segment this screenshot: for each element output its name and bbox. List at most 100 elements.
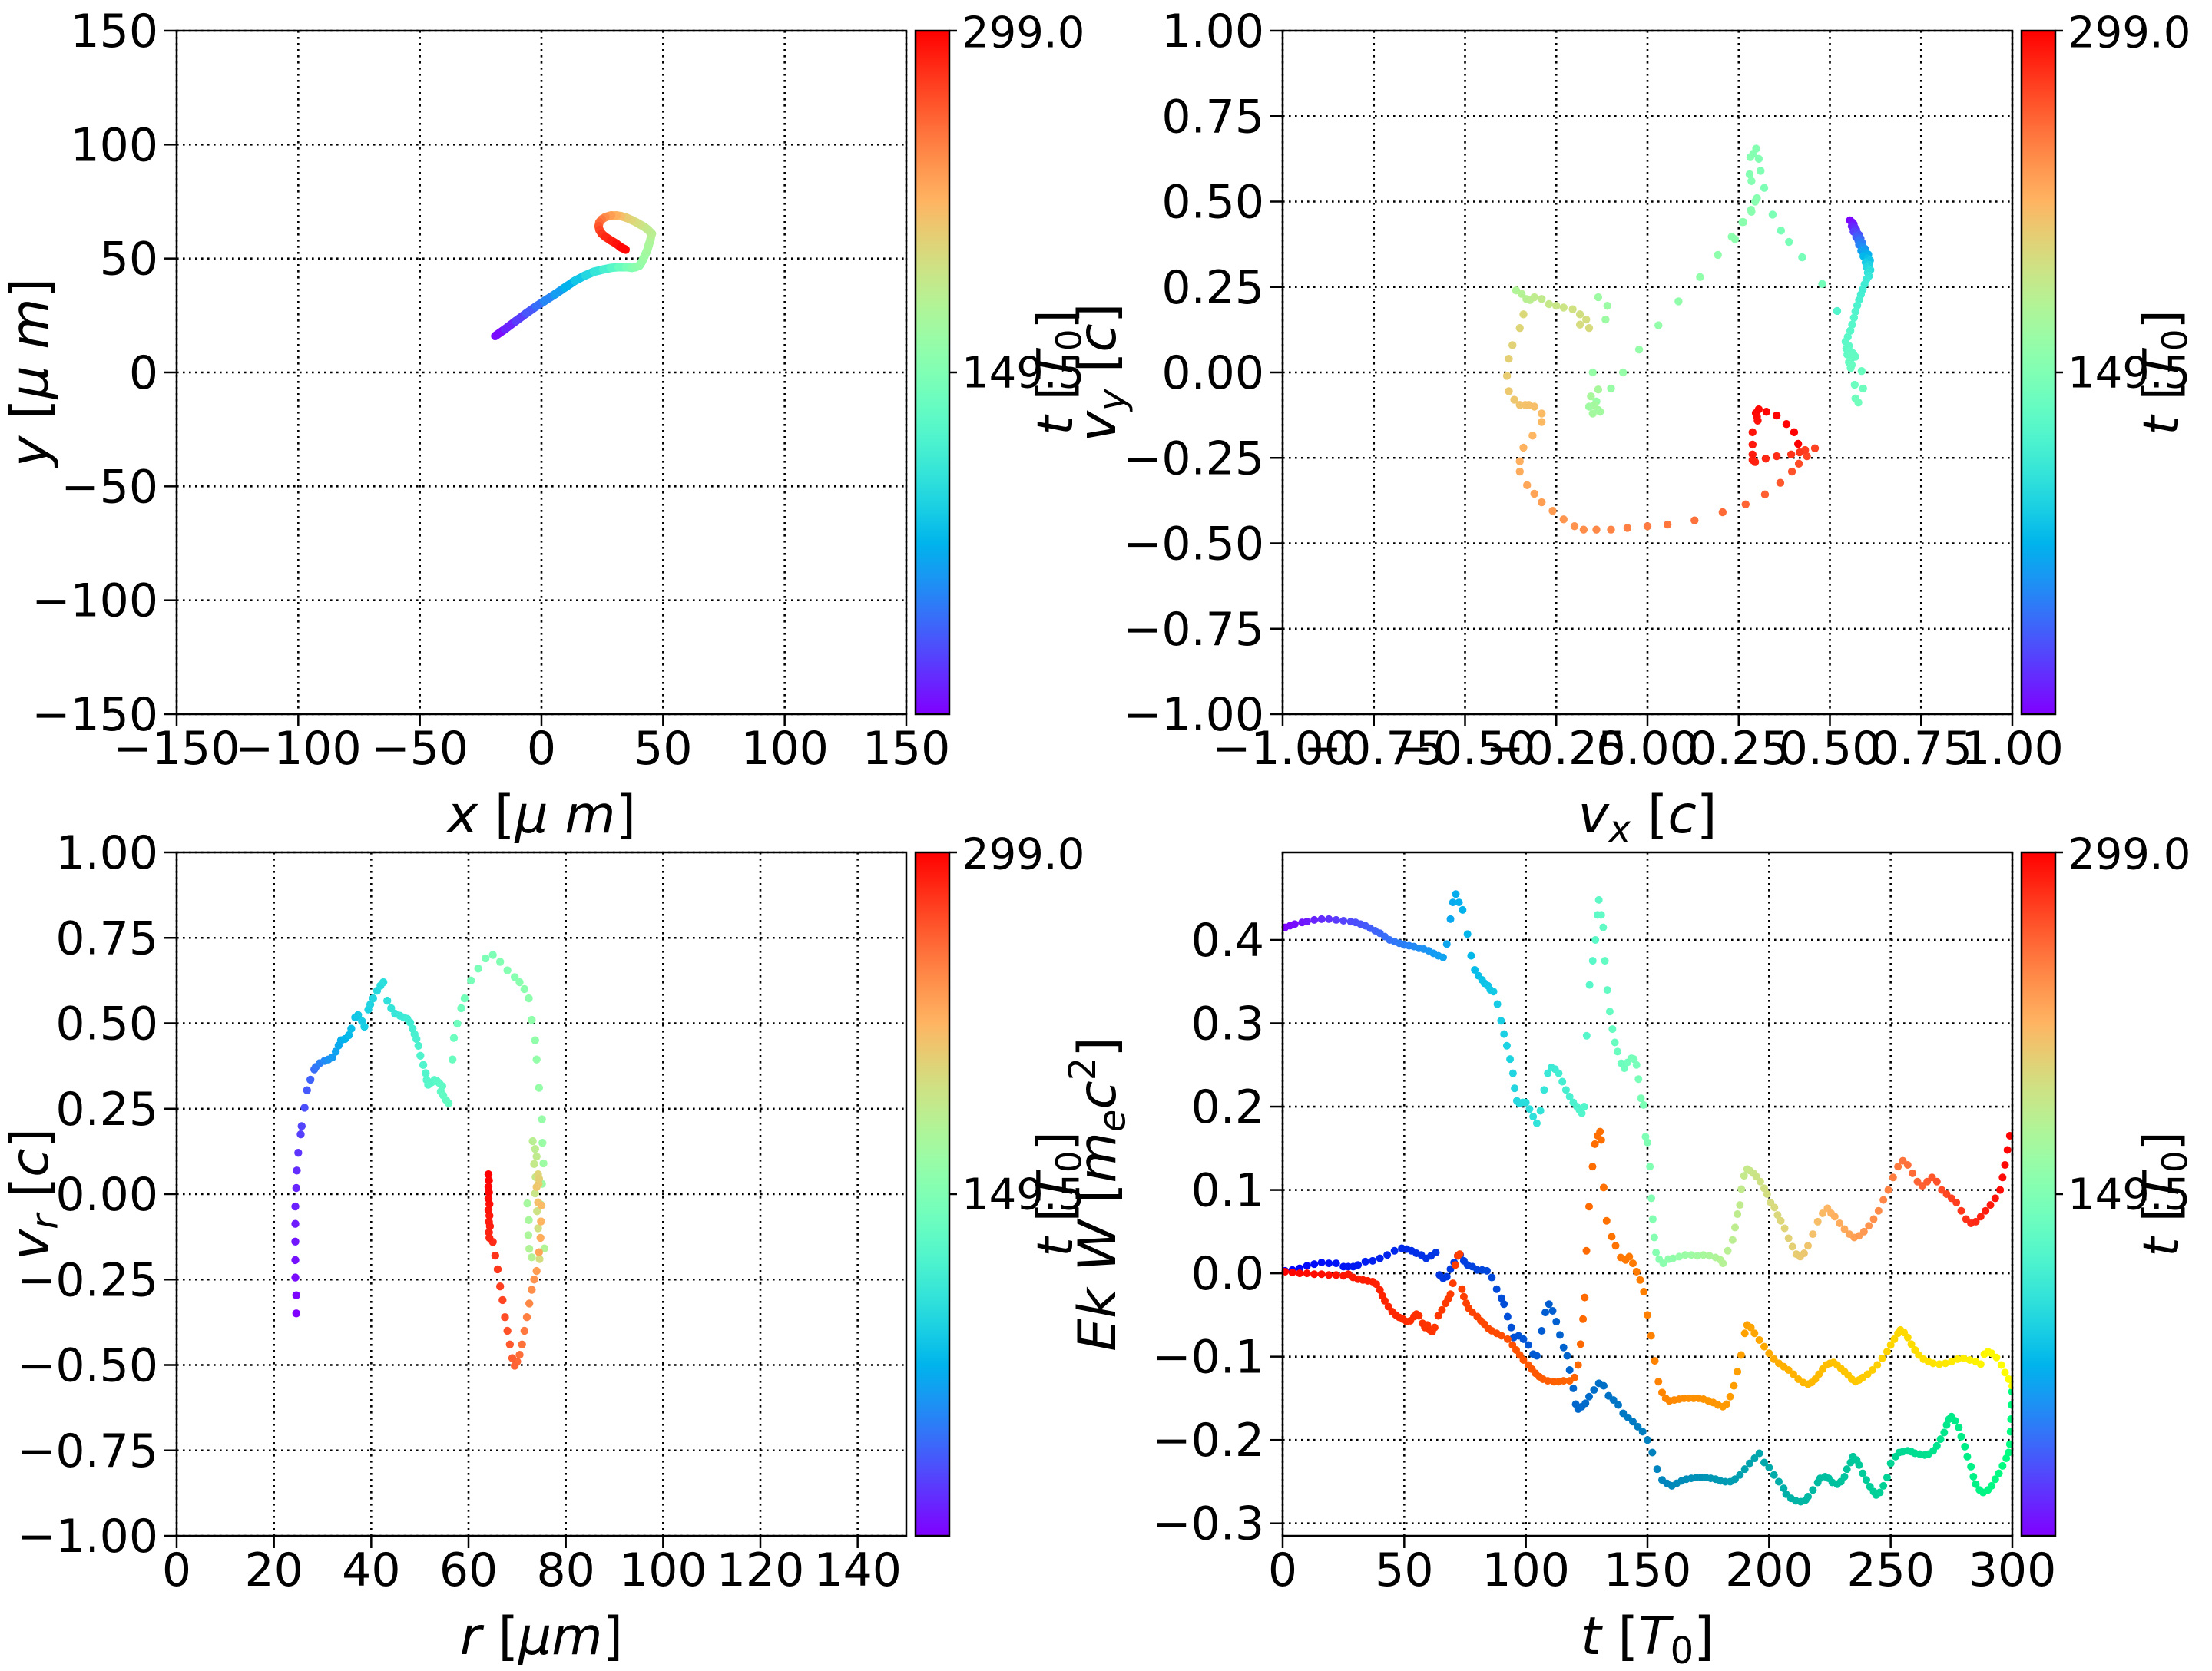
y-tick-label: −0.50 (1123, 518, 1264, 571)
y-tick-label: 0.50 (1161, 176, 1264, 230)
x-tick-label: 140 (813, 1544, 902, 1597)
y-tick-label: 0 (129, 346, 158, 400)
x-tick-label: 120 (717, 1544, 805, 1597)
ticks: 0 50 100 150 200 250 300 0.4 0.3 0.2 0.1 0.0 −0.1 −0.… (1152, 914, 2056, 1597)
x-tick-label: 100 (1482, 1544, 1570, 1597)
x-axis-label: r [μm] (460, 1606, 623, 1667)
y-tick-label: −0.1 (1152, 1331, 1264, 1385)
colorbar-label: t [T0] (1028, 1131, 1090, 1256)
axes-spines (1281, 851, 2014, 1537)
y-tick-label: −1.00 (1123, 688, 1264, 742)
series-W-winter (1282, 1244, 2013, 1506)
colorbar-tick-label: 299.0 (2068, 829, 2190, 879)
x-tick-label: −0.50 (1395, 722, 1536, 776)
colorbar-tick-label: 149.5 (962, 1170, 1084, 1220)
x-tick-label: 0.00 (1596, 722, 1699, 776)
y-tick-label: 0.4 (1191, 914, 1264, 968)
colorbar-tick-label: 299.0 (962, 8, 1084, 58)
y-axis-label: vy [c] (1068, 303, 1134, 442)
y-tick-label: 0.2 (1191, 1080, 1264, 1134)
y-tick-label: −0.25 (17, 1253, 158, 1307)
colorbar-tick-label: 149.5 (2068, 1170, 2190, 1220)
x-tick-label: 0 (162, 1544, 191, 1597)
series-group (491, 211, 657, 341)
y-tick-label: −100 (31, 574, 158, 628)
colorbar-tick-label: 149.5 (962, 349, 1084, 399)
colorbar: 299.0 149.5t [T0] (914, 829, 1090, 1537)
colorbar: 299.0 149.5t [T0] (2020, 8, 2196, 716)
axes-spines (175, 851, 908, 1537)
y-axis-label: vr [c] (0, 1128, 66, 1260)
y-tick-label: 0.75 (55, 912, 158, 965)
y-tick-label: 0.0 (1191, 1247, 1264, 1301)
colorbar-gradient (916, 31, 949, 714)
colorbar-tick-label: 149.5 (2068, 349, 2190, 399)
series-r-vr (291, 951, 548, 1370)
y-tick-label: −0.2 (1152, 1414, 1264, 1468)
x-tick-label: 1.00 (1961, 722, 2064, 776)
y-tick-label: −0.3 (1152, 1497, 1264, 1551)
y-tick-label: 0.1 (1191, 1164, 1264, 1218)
x-tick-label: 0 (1268, 1544, 1297, 1597)
series-group (291, 951, 548, 1370)
x-tick-label: −0.75 (1303, 722, 1445, 776)
colorbar-label: t [T0] (2134, 309, 2196, 435)
y-tick-label: −0.25 (1123, 432, 1264, 485)
y-tick-label: 1.00 (1161, 5, 1264, 58)
y-axis-label: Ek W [mec2] (1061, 1037, 1134, 1352)
series-vx-vy (1502, 144, 1875, 534)
series-group (1282, 890, 2013, 1506)
y-tick-label: 150 (70, 5, 158, 58)
series-trajectory (491, 211, 657, 341)
y-tick-label: 100 (70, 118, 158, 172)
y-axis-label: y [μ m] (0, 278, 61, 468)
x-tick-label: 150 (863, 722, 951, 776)
series-group (1502, 144, 1875, 534)
y-tick-label: 0.25 (1161, 261, 1264, 315)
panel-rvr: 0 20 40 60 80 100 120 140 1.00 0.75 0.50 0.25 0.00 −0… (0, 826, 908, 1667)
x-tick-label: −100 (235, 722, 362, 776)
colorbar: 299.0 149.5t [T0] (914, 8, 1090, 716)
y-tick-label: 0.00 (1161, 346, 1264, 400)
series-Ek (1282, 890, 2013, 1268)
x-tick-label: 100 (619, 1544, 707, 1597)
y-tick-label: 0.75 (1161, 90, 1264, 144)
y-tick-label: 0.25 (55, 1083, 158, 1137)
y-tick-label: 0.00 (55, 1168, 158, 1222)
x-tick-label: 80 (536, 1544, 594, 1597)
colorbar-gradient (916, 852, 949, 1536)
x-tick-label: 0.75 (1869, 722, 1972, 776)
x-axis-label: vx [c] (1578, 785, 1717, 851)
x-axis-label: t [T0] (1581, 1606, 1714, 1671)
panel-xy: −150−100 −50 0 50 100 150150100500−50−100−150… (0, 5, 950, 845)
x-tick-label: 300 (1969, 1544, 2057, 1597)
grid (175, 851, 906, 1537)
colorbar-tick-label: 299.0 (2068, 8, 2190, 58)
y-tick-label: −0.75 (17, 1424, 158, 1478)
x-tick-label: 200 (1725, 1544, 1813, 1597)
y-tick-label: 0.3 (1191, 998, 1264, 1051)
x-tick-label: 0.50 (1779, 722, 1882, 776)
x-tick-label: 150 (1604, 1544, 1692, 1597)
x-tick-label: −50 (371, 722, 469, 776)
colorbar-gradient (2022, 852, 2055, 1536)
y-tick-label: −0.50 (17, 1339, 158, 1393)
y-tick-label: −150 (31, 688, 158, 742)
axes-spines (175, 29, 908, 716)
colorbar: 299.0 149.5t [T0] (2020, 829, 2196, 1537)
panel-energy: 0 50 100 150 200 250 300 0.4 0.3 0.2 0.1 0.0 −0.1 −0.… (1061, 851, 2056, 1671)
y-tick-label: 0.50 (55, 998, 158, 1051)
y-tick-label: −1.00 (17, 1510, 158, 1563)
y-tick-label: −50 (61, 460, 158, 514)
panel-vxvy: −1.00−0.75−0.50−0.250.000.250.500.751.00… (1068, 5, 2064, 851)
colorbar-tick-label: 299.0 (962, 829, 1084, 879)
x-tick-label: −1.00 (1212, 722, 1353, 776)
grid (175, 29, 908, 716)
y-tick-label: 1.00 (55, 826, 158, 880)
x-tick-label: 0 (527, 722, 556, 776)
colorbar-label: t [T0] (1028, 309, 1090, 435)
x-tick-label: 40 (342, 1544, 400, 1597)
x-tick-label: 250 (1846, 1544, 1935, 1597)
x-tick-label: 100 (740, 722, 829, 776)
